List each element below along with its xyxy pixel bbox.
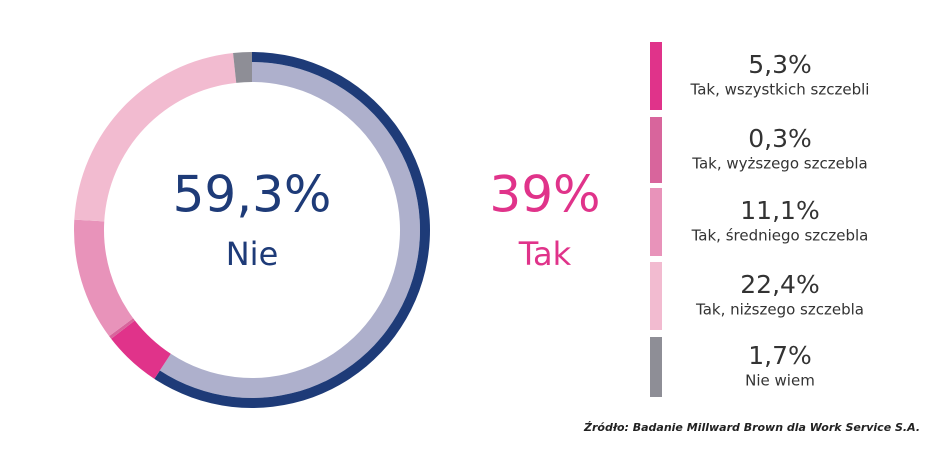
center-label: Nie bbox=[226, 235, 279, 273]
legend-label: Tak, niższego szczebla bbox=[695, 301, 864, 319]
legend-label: Nie wiem bbox=[745, 372, 815, 390]
group-value: 39% bbox=[489, 166, 600, 224]
legend-value: 5,3% bbox=[748, 50, 812, 79]
center-value: 59,3% bbox=[173, 166, 332, 224]
legend-label: Tak, wszystkich szczebli bbox=[690, 81, 870, 99]
legend-value: 11,1% bbox=[740, 196, 819, 225]
legend-value: 1,7% bbox=[748, 341, 812, 370]
legend-value: 0,3% bbox=[748, 124, 812, 153]
donut-segment bbox=[74, 219, 134, 337]
source-note: Źródło: Badanie Millward Brown dla Work … bbox=[583, 421, 920, 434]
legend-label: Tak, wyższego szczebla bbox=[691, 155, 867, 173]
legend-swatch bbox=[650, 42, 662, 110]
legend-swatch bbox=[650, 262, 662, 330]
legend-swatch bbox=[650, 117, 662, 183]
donut-segment-inner bbox=[159, 62, 420, 398]
donut-segment bbox=[233, 52, 252, 83]
legend-swatch bbox=[650, 188, 662, 256]
donut-segment bbox=[74, 53, 237, 222]
legend-value: 22,4% bbox=[740, 270, 819, 299]
legend-label: Tak, średniego szczebla bbox=[691, 227, 869, 245]
donut-segment bbox=[154, 52, 430, 408]
group-label: Tak bbox=[518, 235, 572, 273]
donut-segment bbox=[109, 318, 135, 339]
donut-segment bbox=[111, 320, 171, 379]
legend-swatch bbox=[650, 337, 662, 397]
